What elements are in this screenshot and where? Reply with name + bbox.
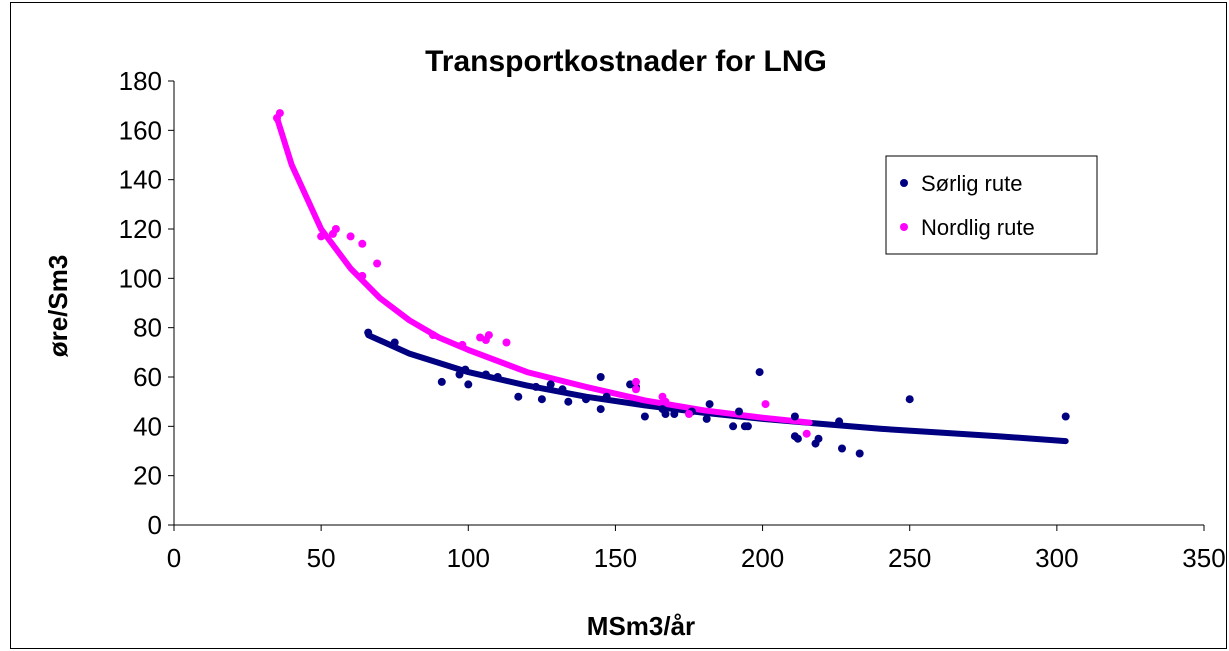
point-sorlig xyxy=(596,405,605,414)
point-nordlig xyxy=(761,400,770,409)
point-sorlig xyxy=(1061,412,1070,421)
point-sorlig xyxy=(905,395,914,404)
y-tick-label: 100 xyxy=(119,263,162,293)
point-nordlig xyxy=(458,340,467,349)
legend-label-sorlig: Sørlig rute xyxy=(921,171,1022,196)
point-sorlig xyxy=(705,400,714,409)
y-axis-label: øre/Sm3 xyxy=(43,255,73,358)
point-sorlig xyxy=(481,370,490,379)
x-tick-label: 250 xyxy=(888,543,931,573)
x-tick-label: 350 xyxy=(1182,543,1225,573)
point-nordlig xyxy=(275,109,284,118)
point-sorlig xyxy=(640,412,649,421)
point-sorlig xyxy=(838,444,846,453)
legend-marker-sorlig xyxy=(900,179,908,187)
point-sorlig xyxy=(564,397,573,406)
chart-title: Transportkostnader for LNG xyxy=(425,45,827,78)
chart-frame: Transportkostnader for LNG 0 20 40 60 80 100 1… xyxy=(10,2,1227,649)
point-nordlig xyxy=(429,331,437,340)
x-tick-label: 200 xyxy=(741,543,784,573)
point-sorlig xyxy=(514,392,523,401)
point-sorlig xyxy=(835,417,844,426)
point-sorlig xyxy=(493,373,502,381)
point-sorlig xyxy=(437,377,446,386)
y-tick-label: 40 xyxy=(133,411,162,441)
point-sorlig xyxy=(755,368,764,377)
scatter-chart: Transportkostnader for LNG 0 20 40 60 80 100 1… xyxy=(43,45,1226,641)
axes: 0 20 40 60 80 100 120 140 160 180 0 50 100 150 200 250 3… xyxy=(119,66,1226,573)
point-nordlig xyxy=(358,271,367,280)
point-nordlig xyxy=(685,410,693,418)
point-sorlig xyxy=(855,449,864,458)
point-sorlig xyxy=(537,395,546,404)
point-nordlig xyxy=(317,232,326,241)
point-nordlig xyxy=(802,429,811,438)
point-sorlig xyxy=(364,328,373,337)
x-tick-label: 0 xyxy=(167,543,181,573)
x-axis-label: MSm3/år xyxy=(587,611,695,641)
legend-marker-nordlig xyxy=(900,223,908,231)
point-nordlig xyxy=(331,225,340,233)
point-sorlig xyxy=(532,382,540,391)
point-sorlig xyxy=(602,392,611,401)
point-sorlig xyxy=(461,365,470,374)
point-sorlig xyxy=(464,380,473,389)
x-tick-label: 100 xyxy=(447,543,490,573)
point-sorlig xyxy=(582,395,590,404)
y-tick-label: 20 xyxy=(133,461,162,491)
point-sorlig xyxy=(558,385,567,394)
point-nordlig xyxy=(358,239,367,248)
point-nordlig xyxy=(632,385,640,394)
point-nordlig xyxy=(346,232,355,241)
point-sorlig xyxy=(390,338,399,347)
x-tick-label: 150 xyxy=(594,543,637,573)
y-tick-label: 140 xyxy=(119,165,162,195)
point-nordlig xyxy=(484,331,493,340)
point-sorlig xyxy=(596,373,605,381)
point-nordlig xyxy=(661,397,670,406)
y-tick-label: 180 xyxy=(119,66,162,96)
y-tick-label: 0 xyxy=(148,510,162,540)
point-sorlig xyxy=(546,380,555,389)
legend-label-nordlig: Nordlig rute xyxy=(921,215,1035,240)
point-sorlig xyxy=(735,407,743,416)
x-tick-label: 50 xyxy=(307,543,336,573)
data-points xyxy=(273,109,1070,458)
point-sorlig xyxy=(790,412,799,421)
point-nordlig xyxy=(502,338,511,347)
trendline-nordlig xyxy=(274,115,813,426)
point-nordlig xyxy=(632,377,640,386)
point-sorlig xyxy=(793,434,802,443)
y-tick-label: 160 xyxy=(119,115,162,145)
point-sorlig xyxy=(670,410,679,418)
point-sorlig xyxy=(702,414,711,423)
y-tick-label: 120 xyxy=(119,214,162,244)
point-sorlig xyxy=(743,422,752,431)
point-nordlig xyxy=(373,259,382,268)
point-sorlig xyxy=(814,434,823,443)
y-tick-label: 80 xyxy=(133,313,162,343)
x-tick-label: 300 xyxy=(1035,543,1078,573)
legend-box xyxy=(885,155,1098,255)
y-tick-label: 60 xyxy=(133,362,162,392)
legend: Sørlig rute Nordlig rute xyxy=(885,155,1098,255)
point-sorlig xyxy=(661,410,670,418)
point-sorlig xyxy=(455,370,464,379)
point-sorlig xyxy=(729,422,738,431)
